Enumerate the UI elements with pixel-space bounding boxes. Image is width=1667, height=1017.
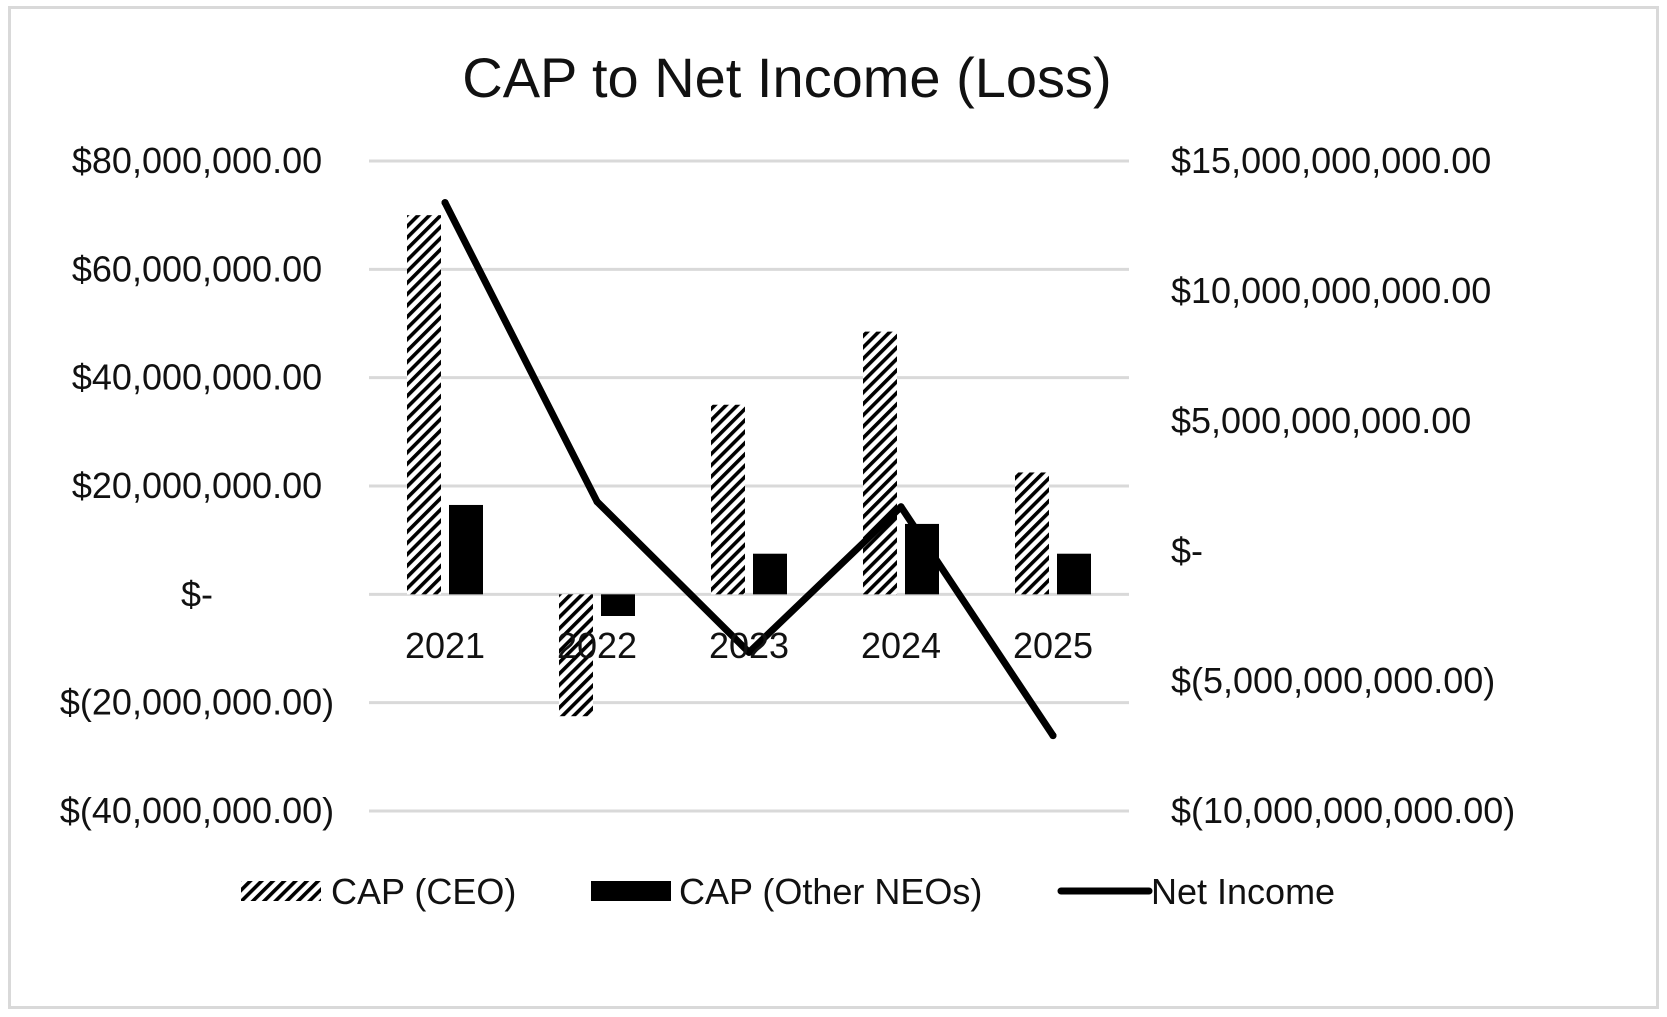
left-axis-tick-label: $80,000,000.00 [72,140,322,181]
bar-cap-ceo-2025 [1015,472,1049,595]
point-net-income-2021 [441,199,449,207]
right-axis-tick-label: $5,000,000,000.00 [1171,400,1471,441]
left-axis-tick-label: $(20,000,000.00) [60,682,334,723]
point-net-income-2023 [745,648,753,656]
bar-cap-ceo-2022 [559,594,593,717]
x-axis-category-label: 2023 [709,625,789,666]
bar-cap-other-neos-2023 [753,553,787,595]
x-axis-category-label: 2021 [405,625,485,666]
left-axis-tick-label: $20,000,000.00 [72,465,322,506]
legend-swatch-cap-other-neos [591,881,671,901]
left-axis-tick-label: $- [181,573,213,614]
right-y-axis: $15,000,000,000.00 $10,000,000,000.00 $5,0… [1171,140,1515,831]
chart: CAP to Net Income (Loss) $80,000,000.00$… [60,46,1515,912]
legend-label-cap-ceo: CAP (CEO) [331,871,516,912]
x-axis-category-label: 2022 [557,625,637,666]
x-axis: 2021 2022 2023 2024 2025 [405,625,1093,666]
right-axis-tick-label: $10,000,000,000.00 [1171,270,1491,311]
left-y-axis: $80,000,000.00 $60,000,000.00 $40,000,000.… [60,140,334,831]
right-axis-tick-label: $(5,000,000,000.00) [1171,660,1495,701]
legend-label-cap-other-neos: CAP (Other NEOs) [679,871,982,912]
left-axis-tick-label: $60,000,000.00 [72,248,322,289]
point-net-income-2025 [1049,732,1057,740]
left-axis-tick-label: $40,000,000.00 [72,357,322,398]
legend-label-net-income: Net Income [1151,871,1335,912]
bar-cap-ceo-2023 [711,404,745,595]
x-axis-category-label: 2024 [861,625,941,666]
right-axis-tick-label: $- [1171,530,1203,571]
bar-cap-other-neos-2021 [449,504,483,595]
bar-cap-other-neos-2025 [1057,553,1091,595]
bar-cap-ceo-2024 [863,331,897,595]
point-net-income-2024 [897,503,905,511]
chart-frame: CAP to Net Income (Loss) $80,000,000.00 $… [8,6,1659,1009]
right-axis-tick-label: $(10,000,000,000.00) [1171,790,1515,831]
chart-title: CAP to Net Income (Loss) [462,46,1111,109]
x-axis-category-label: 2025 [1013,625,1093,666]
bars [407,215,1091,717]
bar-cap-ceo-2021 [407,215,441,595]
gridlines [369,159,1129,813]
point-net-income-2022 [593,498,601,506]
bar-cap-other-neos-2022 [601,594,635,616]
legend-swatch-cap-ceo [241,881,321,901]
net-income-line-layer [441,199,1057,740]
left-axis-tick-label: $(40,000,000.00) [60,790,334,831]
legend: CAP (CEO) CAP (Other NEOs) Net Income [241,871,1335,912]
right-axis-tick-label: $15,000,000,000.00 [1171,140,1491,181]
